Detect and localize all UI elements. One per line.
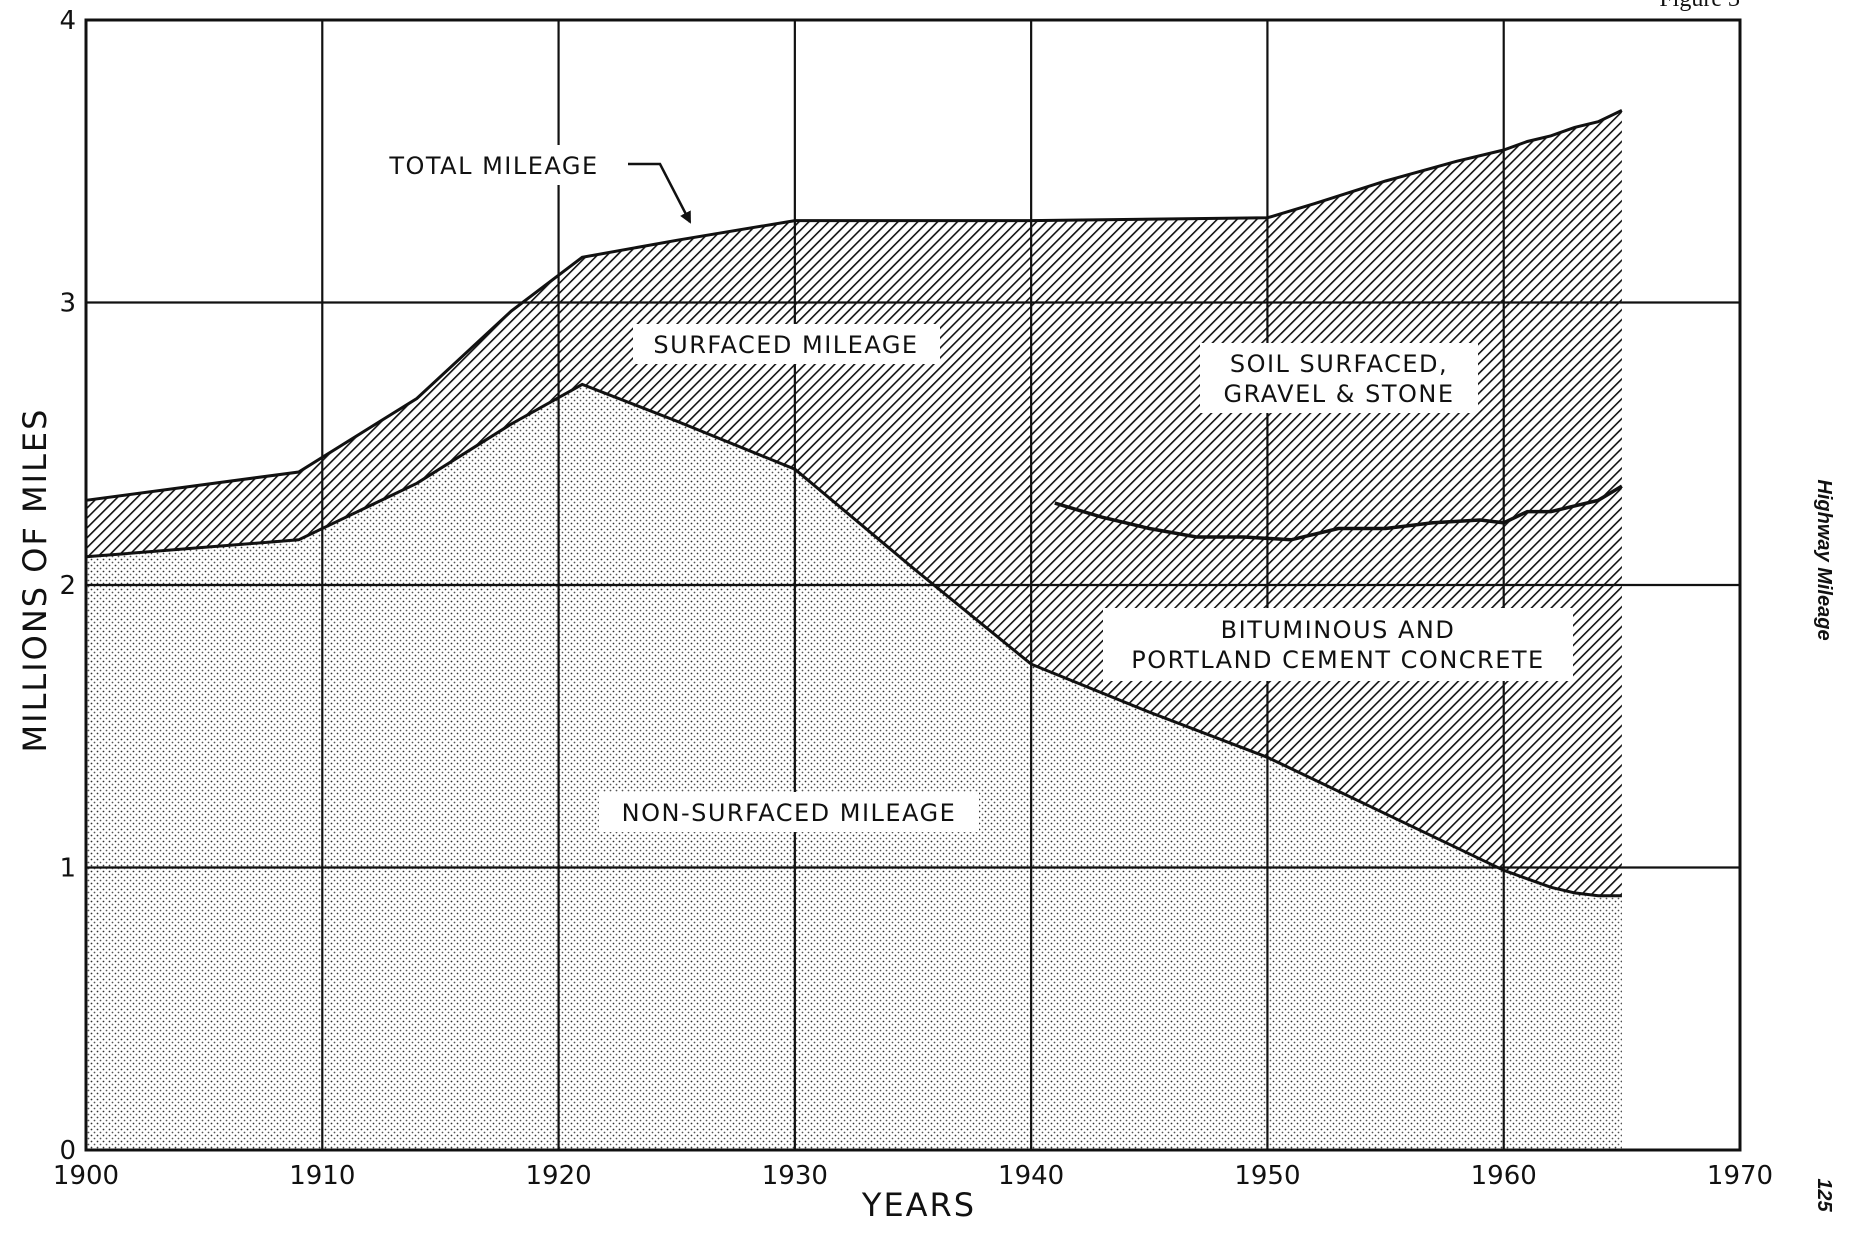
x-axis-title: YEARS — [861, 1186, 976, 1224]
annotation-soil-line2: GRAVEL & STONE — [1223, 380, 1454, 408]
y-tick-label: 4 — [59, 6, 76, 36]
annotation-soil-surfaced: SOIL SURFACED, GRAVEL & STONE — [1200, 343, 1478, 413]
annotation-bituminous: BITUMINOUS AND PORTLAND CEMENT CONCRETE — [1103, 608, 1573, 681]
x-tick-label: 1950 — [1234, 1161, 1300, 1191]
x-tick-label: 1940 — [998, 1161, 1064, 1191]
x-tick-label: 1930 — [762, 1161, 828, 1191]
non-surfaced-area — [86, 384, 1622, 1150]
plot-frame — [84, 18, 1742, 1152]
surfaced-area — [86, 110, 1622, 896]
x-tick-label: 1910 — [289, 1161, 355, 1191]
annotation-total-label: TOTAL MILEAGE — [388, 152, 598, 180]
y-tick-label: 2 — [59, 571, 76, 601]
annotation-total-mileage: TOTAL MILEAGE — [372, 145, 692, 224]
annotation-arrow — [628, 162, 692, 224]
tick-labels: 1900 1910 1920 1930 1940 1950 1960 1970 0 1 2 3 4 — [53, 6, 1773, 1191]
total-mileage-line — [85, 109, 1623, 502]
bituminous-line — [1054, 484, 1623, 542]
y-axis-title: MILLIONS OF MILES — [16, 408, 54, 753]
side-title: Highway Mileage — [1813, 479, 1835, 640]
x-tick-label: 1960 — [1471, 1161, 1537, 1191]
y-tick-label: 1 — [59, 854, 76, 884]
y-tick-label: 0 — [59, 1136, 76, 1166]
x-tick-label: 1970 — [1707, 1161, 1773, 1191]
annotation-bit-line2: PORTLAND CEMENT CONCRETE — [1131, 646, 1544, 674]
x-tick-label: 1900 — [53, 1161, 119, 1191]
annotation-bit-line1: BITUMINOUS AND — [1221, 616, 1456, 644]
series-lines — [85, 109, 1623, 898]
annotation-surfaced-mileage: SURFACED MILEAGE — [633, 324, 940, 364]
page-number: 125 — [1813, 1178, 1835, 1212]
y-tick-label: 3 — [59, 289, 76, 319]
annotation-surfaced-label: SURFACED MILEAGE — [653, 331, 918, 359]
annotation-soil-line1: SOIL SURFACED, — [1230, 350, 1448, 378]
figure-label: Figure 3 — [1659, 0, 1740, 12]
annotation-non-surfaced: NON-SURFACED MILEAGE — [599, 792, 979, 832]
annotation-nonsurfaced-label: NON-SURFACED MILEAGE — [622, 799, 957, 827]
non-surfaced-line — [85, 382, 1622, 898]
x-tick-label: 1920 — [525, 1161, 591, 1191]
area-layer — [86, 110, 1622, 1150]
